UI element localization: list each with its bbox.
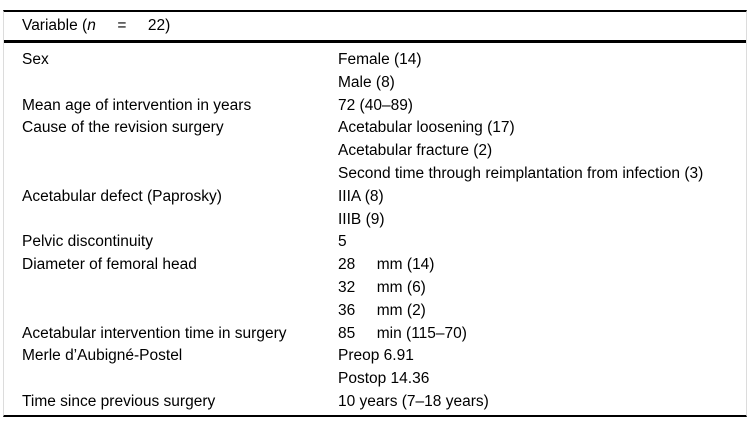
header-suffix: = 22) xyxy=(95,17,171,34)
row-values: Acetabular loosening (17) Acetabular fra… xyxy=(338,117,746,185)
row-label: Time since previous surgery xyxy=(22,392,216,410)
row-label: Mean age of intervention in years xyxy=(22,96,252,114)
row-values: 85 min (115–70) xyxy=(338,323,746,346)
row-value: IIIB (9) xyxy=(338,210,385,228)
row-value: Postop 14.36 xyxy=(338,370,430,388)
row-values: 5 xyxy=(338,231,746,254)
row-label: Cause of the revision surgery xyxy=(22,119,224,137)
table-row-femoral-head-diameter: Diameter of femoral head 28 mm (14) 32 m… xyxy=(22,254,746,322)
row-value: Male (8) xyxy=(338,73,395,91)
patient-demographics-table: Variable (n = 22) Sex Female (14) Male (… xyxy=(3,10,747,417)
row-values: 72 (40–89) xyxy=(338,95,746,118)
row-label: Acetabular intervention time in surgery xyxy=(22,324,287,342)
row-value: 5 xyxy=(338,233,347,251)
row-values: Female (14) Male (8) xyxy=(338,49,746,95)
table-row-intervention-time: Acetabular intervention time in surgery … xyxy=(22,323,746,346)
row-values: 10 years (7–18 years) xyxy=(338,391,746,414)
table-row-mean-age: Mean age of intervention in years 72 (40… xyxy=(22,95,746,118)
row-values: 28 mm (14) 32 mm (6) 36 mm (2) xyxy=(338,254,746,322)
header-prefix: Variable ( xyxy=(22,17,88,34)
row-label: Sex xyxy=(22,51,49,68)
row-value: Preop 6.91 xyxy=(338,347,414,365)
row-label: Merle d’Aubigné-Postel xyxy=(22,347,183,365)
row-label: Acetabular defect (Paprosky) xyxy=(22,187,222,205)
row-value: Female (14) xyxy=(338,51,422,68)
row-value: Second time through reimplantation from … xyxy=(338,164,704,182)
row-values: Preop 6.91 Postop 14.36 xyxy=(338,345,746,391)
table-body: Sex Female (14) Male (8) Mean age of int… xyxy=(4,43,746,415)
table-row-acetabular-defect: Acetabular defect (Paprosky) IIIA (8) II… xyxy=(22,186,746,232)
row-value: Acetabular loosening (17) xyxy=(338,119,515,137)
table-header-label: Variable (n = 22) xyxy=(22,17,170,35)
table-row-merle-daubigne-postel: Merle d’Aubigné-Postel Preop 6.91 Postop… xyxy=(22,345,746,391)
row-value: Acetabular fracture (2) xyxy=(338,142,493,160)
row-value: 32 mm (6) xyxy=(338,278,426,296)
table-row-sex: Sex Female (14) Male (8) xyxy=(22,49,746,95)
row-value: IIIA (8) xyxy=(338,187,384,205)
table-row-revision-cause: Cause of the revision surgery Acetabular… xyxy=(22,117,746,185)
header-n-symbol: n xyxy=(87,17,96,34)
row-label: Diameter of femoral head xyxy=(22,256,197,274)
row-value: 36 mm (2) xyxy=(338,301,426,319)
table-row-time-since-surgery: Time since previous surgery 10 years (7–… xyxy=(22,391,746,414)
row-values: IIIA (8) IIIB (9) xyxy=(338,186,746,232)
row-value: 10 years (7–18 years) xyxy=(338,392,489,410)
table-row-pelvic-discontinuity: Pelvic discontinuity 5 xyxy=(22,231,746,254)
row-value: 28 mm (14) xyxy=(338,256,435,274)
table-header-row: Variable (n = 22) xyxy=(4,12,746,43)
row-value: 85 min (115–70) xyxy=(338,324,467,342)
row-value: 72 (40–89) xyxy=(338,96,413,114)
row-label: Pelvic discontinuity xyxy=(22,233,153,251)
